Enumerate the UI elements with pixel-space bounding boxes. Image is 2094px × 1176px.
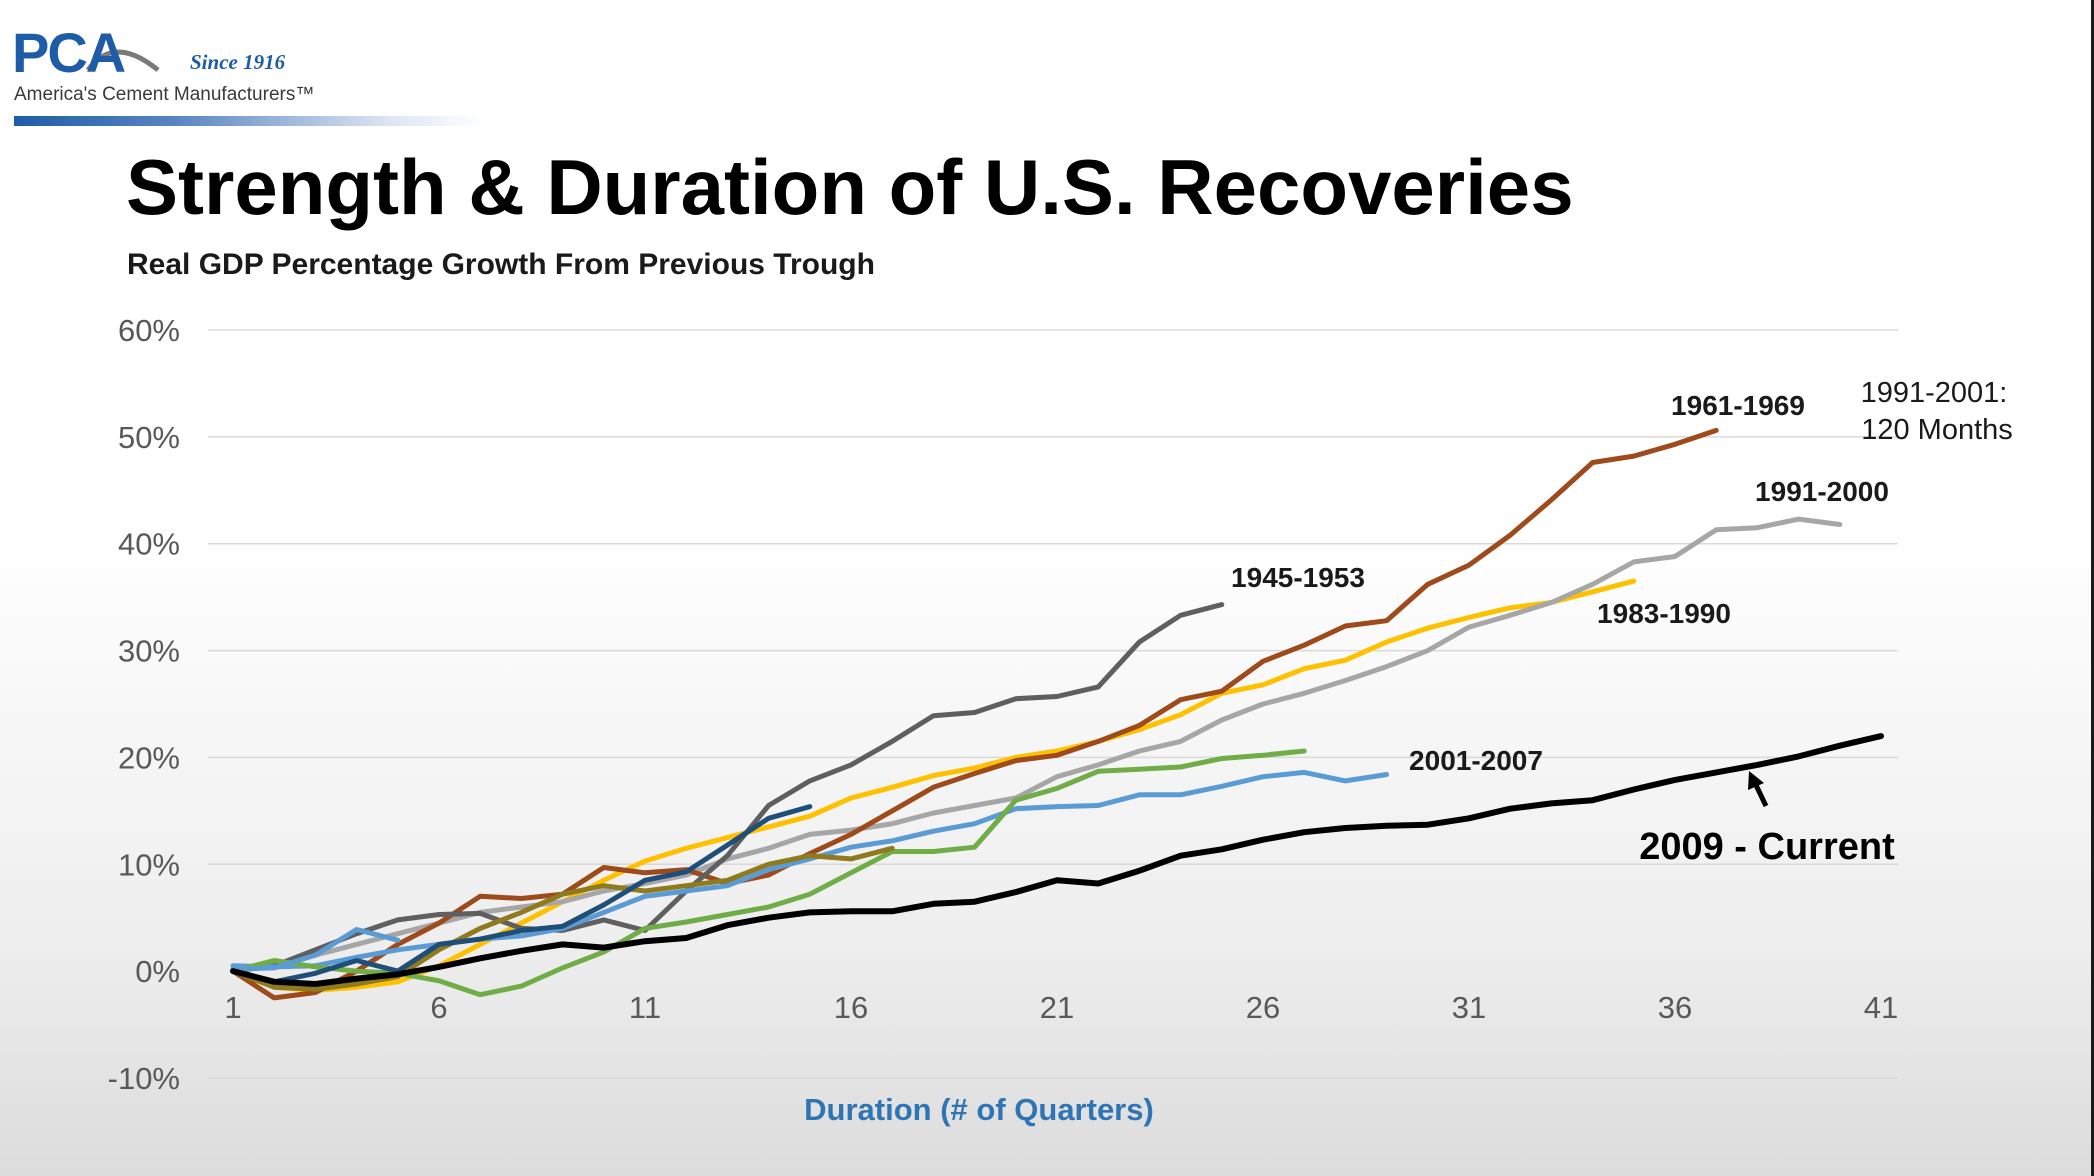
series-line-early-olive-6	[230, 845, 895, 992]
series-line-early-green-5	[230, 748, 1307, 998]
x-tick-label: 26	[1246, 990, 1280, 1025]
label-1961-1969: 1961-1969	[1671, 390, 1805, 421]
logo-gradient-bar	[14, 116, 484, 126]
y-tick-label: 50%	[118, 420, 180, 455]
y-tick-label: -10%	[108, 1061, 180, 1096]
x-tick-label: 11	[629, 990, 661, 1025]
label-2009-current: 2009 - Current	[1639, 826, 1895, 868]
logo-arc-icon	[85, 49, 160, 72]
x-axis-title: Duration (# of Quarters)	[804, 1092, 1154, 1127]
slide-right-border	[2091, 0, 2094, 1176]
label-1991-2001-line2: 120 Months	[1861, 414, 2013, 446]
x-tick-label: 16	[834, 990, 868, 1025]
series-line-1983-1990	[230, 578, 1637, 993]
y-tick-label: 20%	[118, 740, 180, 775]
label-1945-1953: 1945-1953	[1231, 562, 1365, 593]
series-line-2009-current	[230, 733, 1884, 987]
x-tick-label: 6	[430, 990, 447, 1025]
x-tick-label: 31	[1452, 990, 1486, 1025]
x-tick-label: 36	[1658, 990, 1692, 1025]
series-line-1991-2000	[230, 516, 1843, 974]
slide-title: Strength & Duration of U.S. Recoveries	[126, 143, 1574, 231]
y-tick-label: 40%	[118, 527, 180, 562]
label-1983-1990: 1983-1990	[1597, 598, 1731, 629]
logo-mark: PCA	[12, 21, 126, 84]
series-line-1945-1953	[230, 602, 1225, 974]
label-1991-2000: 1991-2000	[1755, 476, 1889, 507]
series-labels: 1961-1969 1991-2001: 120 Months 1991-200…	[1231, 377, 2013, 868]
label-1991-2001-line1: 1991-2001:	[1861, 377, 2008, 409]
logo-tagline: America's Cement Manufacturers™	[14, 84, 315, 105]
y-tick-label: 0%	[135, 954, 180, 989]
y-tick-label: 60%	[118, 313, 180, 348]
y-tick-label: 30%	[118, 634, 180, 669]
x-tick-label: 1	[224, 990, 241, 1025]
label-2001-2007: 2001-2007	[1409, 745, 1543, 776]
gridlines	[208, 329, 1898, 1079]
x-tick-label: 21	[1040, 990, 1074, 1025]
chart-title: Real GDP Percentage Growth From Previous…	[127, 248, 875, 281]
series-line-early-blue-7	[230, 804, 813, 985]
annotation-arrow	[1748, 771, 1769, 808]
y-tick-label: 10%	[118, 847, 180, 882]
series-line-2001-2007-8	[230, 927, 401, 972]
axis-ticks: -10%0%10%20%30%40%50%60%1 6 11 16 21 26 31 36 41	[108, 313, 1899, 1096]
series-line-2001-2007	[230, 769, 1390, 970]
x-tick-label: 41	[1864, 990, 1898, 1025]
pca-logo: PCA Since 1916 America's Cement Manufact…	[12, 20, 492, 130]
series-lines	[230, 427, 1884, 1001]
logo-since: Since 1916	[190, 50, 286, 74]
series-line-1961-1969	[230, 427, 1719, 1001]
